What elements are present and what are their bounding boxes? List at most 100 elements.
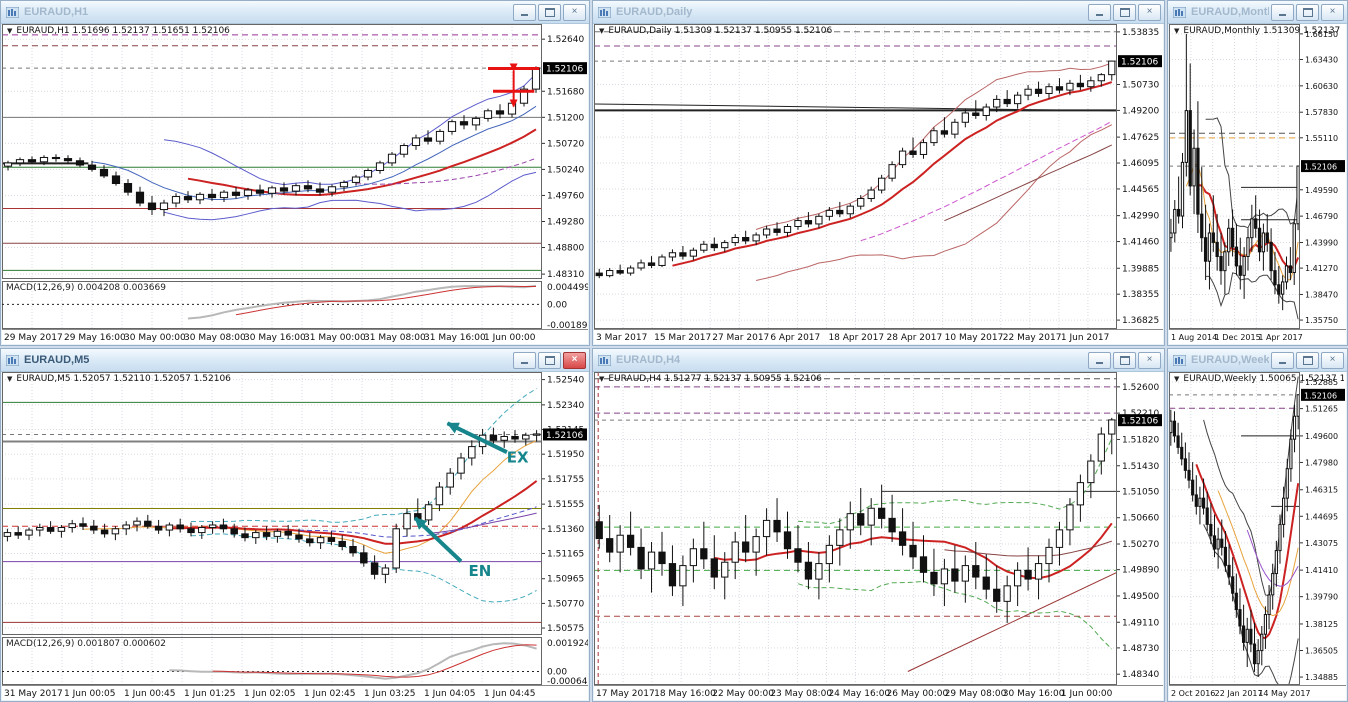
restore-button[interactable] — [1296, 3, 1319, 21]
chart-canvas-weekly[interactable]: 1.52885 1.51265 1.49600 1.47980 1.46315 1.446… — [1169, 372, 1346, 700]
chart-window-euraud-h4: EURAUD,H4 × 1.52600 1.52210 1.51820 1.51430… — [592, 348, 1165, 702]
window-titlebar[interactable]: EURAUD,Monthly × — [1168, 1, 1347, 24]
svg-text:0.001924: 0.001924 — [547, 639, 588, 649]
svg-text:14 May 2017: 14 May 2017 — [1258, 689, 1310, 698]
svg-text:29 May 2017: 29 May 2017 — [4, 333, 63, 343]
chart-dropdown-arrow-icon[interactable]: ▼ — [1174, 27, 1180, 35]
svg-text:1.50270: 1.50270 — [1122, 540, 1159, 550]
svg-text:1.38470: 1.38470 — [1305, 290, 1338, 299]
svg-text:1.60630: 1.60630 — [1305, 82, 1338, 91]
minimize-button[interactable] — [1271, 3, 1294, 21]
window-titlebar[interactable]: EURAUD,H4 × — [593, 349, 1164, 372]
window-titlebar[interactable]: EURAUD,H1 × — [1, 1, 589, 24]
price-axis: 1.66150 1.63430 1.60630 1.57830 1.55110 1.495… — [1300, 30, 1345, 325]
svg-text:1 Jun 04:45: 1 Jun 04:45 — [484, 689, 535, 699]
svg-text:1.50720: 1.50720 — [547, 139, 584, 149]
chart-canvas-h4[interactable]: 1.52600 1.52210 1.51820 1.51430 1.51050 1.506… — [594, 372, 1163, 700]
svg-text:29 May 08:00: 29 May 08:00 — [945, 689, 1007, 699]
svg-text:24 May 16:00: 24 May 16:00 — [828, 689, 890, 699]
chart-svg-monthly: 1.66150 1.63430 1.60630 1.57830 1.55110 1.495… — [1169, 24, 1346, 344]
svg-text:1.52106: 1.52106 — [1121, 58, 1158, 68]
macd-label: MACD(12,26,9) 0.004208 0.003669 — [6, 283, 166, 293]
close-button[interactable]: × — [1321, 351, 1344, 369]
svg-text:0.00: 0.00 — [547, 300, 567, 310]
minimize-button[interactable] — [1088, 351, 1111, 369]
plot-area — [1169, 376, 1300, 685]
close-button[interactable]: × — [1138, 351, 1161, 369]
svg-text:31 May 00:00: 31 May 00:00 — [304, 333, 366, 343]
restore-button[interactable] — [538, 351, 561, 369]
close-button[interactable]: × — [1138, 3, 1161, 21]
ohlc-values: EURAUD,H4 1.51277 1.52137 1.50955 1.5210… — [608, 374, 822, 384]
svg-text:1 Aug 2014: 1 Aug 2014 — [1171, 333, 1217, 342]
chart-icon — [4, 353, 20, 367]
minimize-button[interactable] — [1271, 351, 1294, 369]
chart-window-euraud-daily: EURAUD,Daily × 1.53835 1.50730 1.49200 1.47… — [592, 0, 1165, 346]
svg-text:1 Apr 2017: 1 Apr 2017 — [1258, 333, 1302, 342]
svg-text:1.48800: 1.48800 — [547, 244, 584, 254]
restore-button[interactable] — [1113, 351, 1136, 369]
chart-canvas-monthly[interactable]: 1.66150 1.63430 1.60630 1.57830 1.55110 1.495… — [1169, 24, 1346, 344]
svg-text:26 May 00:00: 26 May 00:00 — [887, 689, 949, 699]
chart-dropdown-arrow-icon[interactable]: ▼ — [7, 27, 13, 35]
window-title: EURAUD,Daily — [616, 6, 693, 18]
price-axis: 1.52600 1.52210 1.51820 1.51430 1.51050 1.506… — [1117, 383, 1162, 680]
chart-icon — [1171, 5, 1187, 19]
svg-text:30 May 00:00: 30 May 00:00 — [124, 333, 186, 343]
chart-canvas-daily[interactable]: 1.53835 1.50730 1.49200 1.47625 1.46095 1.445… — [594, 24, 1163, 344]
ohlc-label: ▼ EURAUD,H1 1.51696 1.52137 1.51651 1.521… — [7, 26, 540, 36]
close-button[interactable]: × — [1321, 3, 1344, 21]
svg-text:1.49280: 1.49280 — [547, 217, 584, 227]
restore-button[interactable] — [1113, 3, 1136, 21]
restore-button[interactable] — [538, 3, 561, 21]
minimize-button[interactable] — [513, 351, 536, 369]
time-axis: 3 Mar 2017 15 Mar 2017 27 Mar 2017 6 Apr 20… — [594, 329, 1163, 343]
svg-text:1.53835: 1.53835 — [1122, 28, 1159, 38]
svg-text:1.55110: 1.55110 — [1305, 134, 1338, 143]
svg-text:-0.000646: -0.000646 — [547, 677, 588, 687]
close-button[interactable]: × — [563, 3, 586, 21]
current-price-tag — [543, 62, 587, 75]
minimize-button[interactable] — [513, 3, 536, 21]
svg-text:1.52540: 1.52540 — [547, 376, 584, 386]
price-axis: 1.52885 1.51265 1.49600 1.47980 1.46315 1.446… — [1300, 378, 1345, 682]
window-titlebar[interactable]: EURAUD,Daily × — [593, 1, 1164, 24]
svg-text:0.004499: 0.004499 — [547, 283, 588, 293]
svg-text:1.44695: 1.44695 — [1305, 512, 1338, 521]
chart-dropdown-arrow-icon[interactable]: ▼ — [599, 27, 605, 35]
svg-text:1.35750: 1.35750 — [1305, 316, 1338, 325]
svg-text:1.66150: 1.66150 — [1305, 30, 1338, 39]
current-price-tag — [1118, 414, 1162, 427]
svg-text:1.48730: 1.48730 — [1122, 644, 1159, 654]
window-titlebar[interactable]: EURAUD,Weekly × — [1168, 349, 1347, 372]
svg-text:1.49200: 1.49200 — [1122, 106, 1159, 116]
ohlc-label: ▼ EURAUD,Weekly 1.50065 1.52137 1.4 — [1174, 374, 1344, 384]
close-button[interactable]: × — [563, 351, 586, 369]
window-titlebar[interactable]: EURAUD,M5 × — [1, 349, 589, 372]
svg-text:15 Mar 2017: 15 Mar 2017 — [654, 333, 711, 343]
svg-text:22 May 2017: 22 May 2017 — [1003, 333, 1062, 343]
chart-dropdown-arrow-icon[interactable]: ▼ — [599, 375, 605, 383]
chart-canvas-h1[interactable]: 1.52640 1.51680 1.51200 1.50720 1.50240 1.497… — [2, 24, 588, 344]
svg-text:1 Jun 00:00: 1 Jun 00:00 — [484, 333, 536, 343]
svg-text:17 May 2017: 17 May 2017 — [596, 689, 655, 699]
chart-icon — [1171, 353, 1187, 367]
svg-text:1 Jun 2017: 1 Jun 2017 — [1061, 333, 1109, 343]
restore-button[interactable] — [1296, 351, 1319, 369]
svg-text:1.39885: 1.39885 — [1122, 264, 1159, 274]
svg-text:1.36825: 1.36825 — [1122, 316, 1159, 326]
chart-dropdown-arrow-icon[interactable]: ▼ — [1174, 375, 1180, 383]
minimize-button[interactable] — [1088, 3, 1111, 21]
chart-canvas-m5[interactable]: EXEN1.525401.523401.521451.519501.517551… — [2, 372, 588, 700]
chart-window-euraud-h1: EURAUD,H1 × 1.52640 1.51680 1.51200 1.50720… — [0, 0, 590, 346]
svg-text:1 Jun 03:25: 1 Jun 03:25 — [364, 689, 415, 699]
chart-dropdown-arrow-icon[interactable]: ▼ — [7, 375, 13, 383]
macd-label: MACD(12,26,9) 0.001807 0.000602 — [6, 639, 166, 649]
svg-text:1.52340: 1.52340 — [547, 401, 584, 411]
